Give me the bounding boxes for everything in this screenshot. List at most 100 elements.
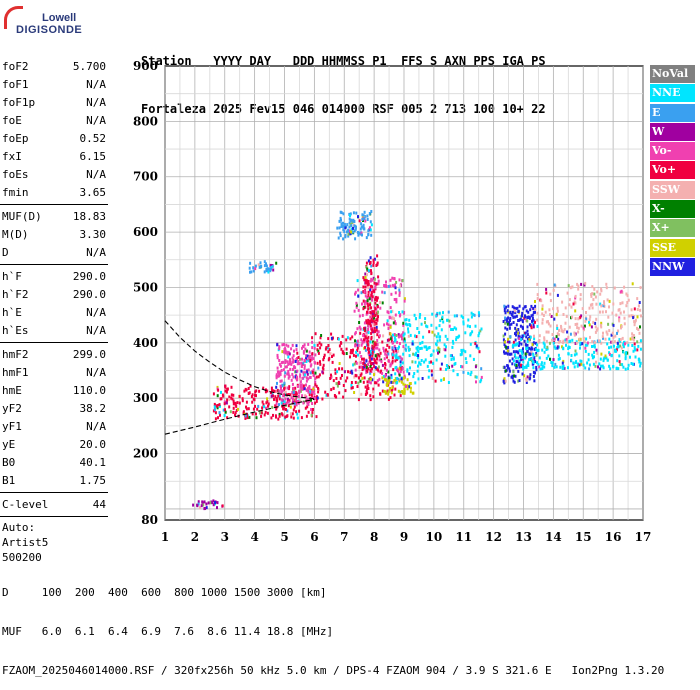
echo-point: [398, 311, 401, 314]
echo-point: [263, 270, 266, 274]
echo-point: [586, 361, 589, 365]
echo-point: [633, 320, 636, 324]
echo-point: [241, 399, 244, 403]
echo-point: [204, 507, 207, 510]
echo-point: [506, 319, 508, 323]
echo-point: [284, 415, 287, 419]
echo-point: [547, 330, 550, 334]
echo-point: [403, 391, 405, 395]
echo-point: [419, 347, 422, 350]
echo-point: [242, 411, 245, 415]
echo-point: [506, 349, 509, 353]
echo-point: [619, 338, 622, 342]
echo-point: [316, 361, 319, 365]
echo-point: [276, 353, 279, 357]
echo-point: [574, 323, 577, 326]
echo-point: [532, 361, 535, 365]
echo-point: [367, 331, 370, 335]
echo-point: [518, 359, 521, 363]
echo-point: [221, 393, 224, 397]
echo-point: [561, 367, 564, 370]
echo-point: [554, 362, 557, 366]
echo-point: [462, 316, 465, 320]
echo-point: [401, 337, 403, 341]
echo-point: [313, 374, 316, 378]
echo-point: [298, 375, 301, 379]
echo-point: [285, 408, 287, 411]
echo-point: [397, 335, 400, 339]
echo-point: [602, 331, 604, 335]
echo-point: [606, 332, 609, 336]
echo-point: [619, 302, 622, 306]
echo-point: [317, 386, 319, 390]
param-label: foEp: [2, 132, 29, 145]
echo-point: [443, 377, 445, 381]
echo-point: [279, 379, 282, 383]
echo-point: [431, 312, 434, 316]
echo-point: [362, 223, 365, 227]
echo-point: [549, 324, 552, 328]
param-label: B0: [2, 456, 16, 469]
echo-point: [391, 346, 394, 350]
echo-point: [246, 416, 249, 420]
echo-point: [285, 365, 288, 369]
y-tick-label: 80: [141, 513, 158, 527]
echo-point: [513, 343, 516, 347]
echo-point: [330, 388, 333, 392]
echo-point: [359, 331, 362, 335]
echo-point: [235, 408, 238, 412]
echo-point: [396, 367, 399, 371]
echo-point: [365, 281, 367, 285]
echo-point: [562, 359, 565, 363]
echo-point: [402, 345, 405, 349]
echo-point: [536, 324, 539, 328]
echo-point: [521, 365, 524, 369]
echo-point: [474, 365, 477, 369]
echo-point: [219, 413, 221, 417]
echo-point: [387, 323, 390, 327]
echo-point: [393, 333, 396, 336]
echo-point: [524, 343, 527, 347]
echo-point: [389, 396, 392, 400]
echo-point: [302, 350, 305, 354]
echo-point: [609, 367, 612, 371]
echo-point: [639, 308, 642, 312]
echo-point: [568, 325, 571, 329]
echo-point: [510, 313, 513, 316]
echo-point: [378, 334, 381, 338]
echo-point: [503, 351, 506, 355]
echo-point: [456, 373, 459, 377]
echo-point: [636, 340, 639, 344]
echo-point: [529, 347, 532, 351]
echo-point: [407, 345, 410, 349]
echo-point: [582, 363, 585, 367]
echo-point: [296, 351, 299, 355]
echo-point: [289, 393, 292, 397]
echo-point: [601, 364, 604, 368]
echo-point: [291, 412, 294, 416]
echo-point: [342, 237, 345, 241]
echo-point: [617, 340, 620, 344]
echo-point: [373, 326, 376, 330]
echo-point: [369, 220, 372, 224]
echo-point: [366, 283, 369, 287]
echo-point: [521, 311, 524, 315]
echo-point: [286, 409, 289, 413]
param-label: yF1: [2, 420, 22, 433]
echo-point: [313, 346, 316, 350]
echo-point: [402, 382, 405, 386]
echo-point: [504, 326, 507, 330]
echo-point: [460, 352, 463, 356]
echo-point: [417, 377, 420, 381]
x-tick-label: 1: [161, 530, 169, 544]
echo-point: [623, 316, 626, 320]
echo-point: [287, 387, 290, 391]
echo-point: [403, 376, 406, 380]
echo-point: [285, 343, 288, 347]
echo-point: [438, 338, 441, 342]
echo-point: [573, 300, 576, 304]
echo-point: [254, 404, 256, 408]
echo-point: [556, 327, 559, 330]
echo-point: [383, 349, 385, 353]
param-row: foEs N/A: [0, 166, 108, 184]
